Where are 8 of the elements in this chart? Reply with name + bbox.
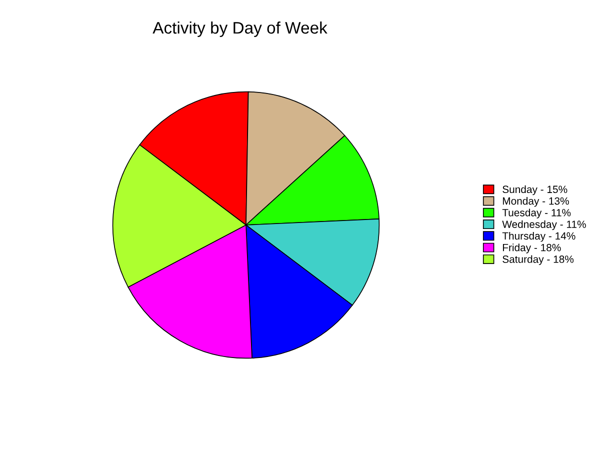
- legend-label: Monday - 13%: [502, 197, 569, 207]
- legend-label: Friday - 18%: [502, 244, 561, 254]
- legend-label: Tuesday - 11%: [502, 208, 571, 218]
- chart-title: Activity by Day of Week: [152, 21, 328, 38]
- legend-label: Sunday - 15%: [502, 185, 568, 196]
- legend-label: Thursday - 14%: [502, 232, 576, 242]
- legend-label: Wednesday - 11%: [502, 220, 586, 230]
- legend-label: Saturday - 18%: [502, 255, 574, 265]
